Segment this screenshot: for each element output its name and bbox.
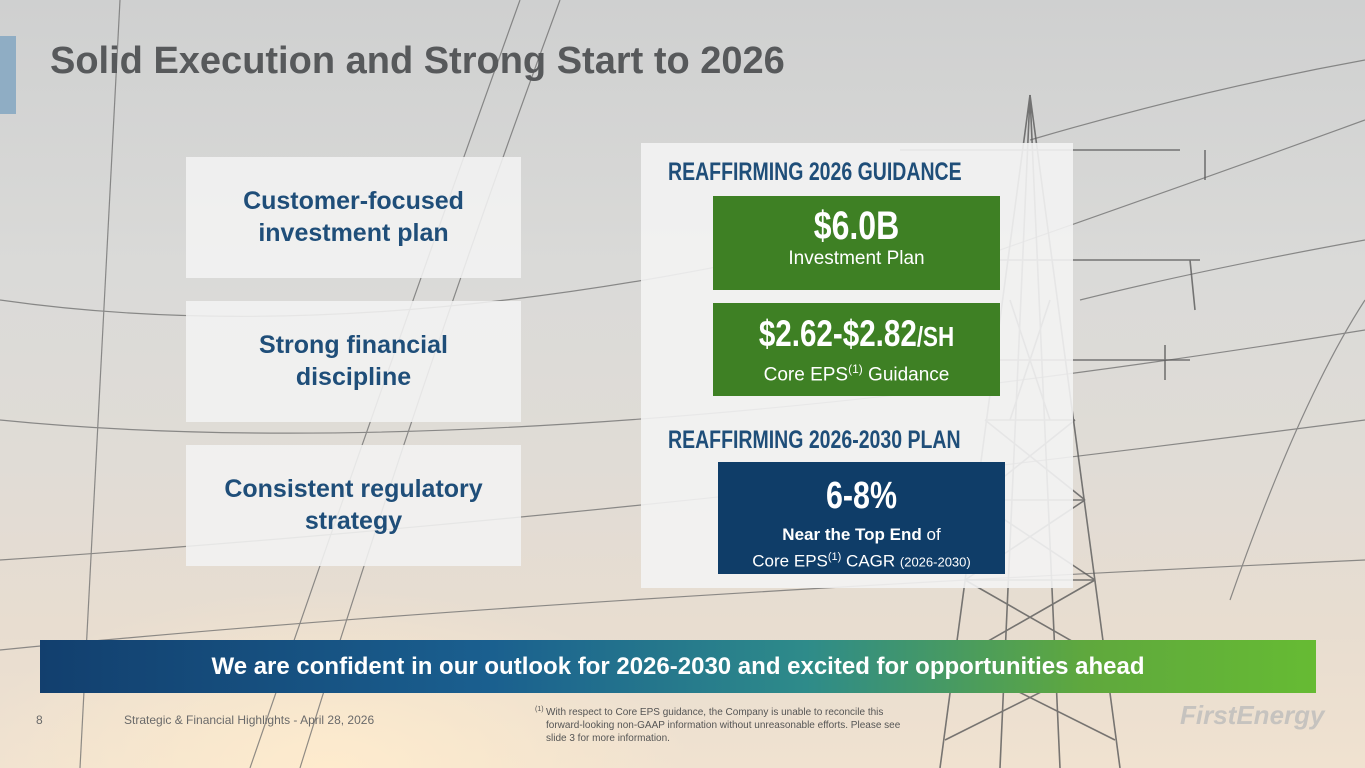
- pillar-label: Customer-focused investment plan: [243, 186, 464, 247]
- pillar-label: Consistent regulatory strategy: [224, 474, 483, 535]
- slide-title: Solid Execution and Strong Start to 2026: [50, 40, 785, 82]
- cagr-line1: Near the Top End of: [718, 524, 1005, 546]
- cagr-footnote-ref: (1): [827, 551, 842, 563]
- investment-label: Investment Plan: [788, 248, 925, 269]
- eps-unit: /SH: [916, 321, 955, 352]
- eps-footnote-ref: (1): [848, 362, 863, 376]
- eps-label-suffix: Guidance: [862, 364, 950, 386]
- cagr-eps-text: Core EPS: [752, 551, 828, 571]
- banner-text: We are confident in our outlook for 2026…: [211, 652, 1145, 680]
- company-logo: FirstEnergy: [1180, 700, 1325, 730]
- investment-plan-card: $6.0B Investment Plan: [713, 196, 1000, 290]
- cagr-text: CAGR: [841, 551, 900, 571]
- footnote-marker: (1): [535, 706, 544, 713]
- footnote-text: With respect to Core EPS guidance, the C…: [546, 707, 901, 744]
- cagr-period: (2026-2030): [899, 554, 971, 570]
- eps-value-line: $2.62-$2.82/SH: [742, 313, 972, 358]
- eps-label-text: Core EPS: [763, 364, 849, 386]
- footer-doc-title: Strategic & Financial Highlights - April…: [124, 713, 375, 727]
- pillar-investment-plan: Customer-focused investment plan: [186, 157, 521, 278]
- cagr-value: 6-8%: [826, 475, 897, 517]
- title-accent-bar: [0, 36, 16, 114]
- eps-range: $2.62-$2.82: [758, 313, 917, 354]
- plan-heading: REAFFIRMING 2026-2030 PLAN: [668, 426, 961, 454]
- pillar-regulatory-strategy: Consistent regulatory strategy: [186, 445, 521, 566]
- pillar-financial-discipline: Strong financial discipline: [186, 301, 521, 422]
- footnote: (1) With respect to Core EPS guidance, t…: [535, 706, 916, 745]
- guidance-heading: REAFFIRMING 2026 GUIDANCE: [668, 158, 962, 186]
- outlook-banner: We are confident in our outlook for 2026…: [40, 640, 1316, 693]
- pillar-label: Strong financial discipline: [259, 330, 448, 391]
- page-number: 8: [36, 713, 43, 727]
- cagr-line1-rest: of: [921, 525, 941, 544]
- investment-value: $6.0B: [813, 204, 900, 248]
- cagr-emphasis: Near the Top End: [782, 525, 922, 544]
- eps-guidance-card: $2.62-$2.82/SH Core EPS(1) Guidance: [713, 303, 1000, 396]
- cagr-line2: Core EPS(1) CAGR (2026-2030): [718, 546, 1005, 574]
- eps-cagr-card: 6-8% Near the Top End of Core EPS(1) CAG…: [718, 462, 1005, 574]
- eps-label: Core EPS(1) Guidance: [713, 362, 1000, 386]
